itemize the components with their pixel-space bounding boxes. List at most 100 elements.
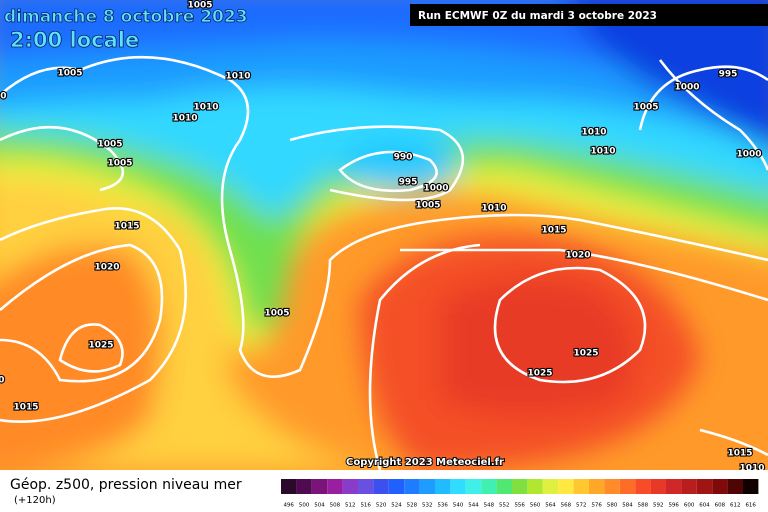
copyright: Copyright 2023 Meteociel.fr [346,457,504,468]
scale-label: 508 [330,503,341,509]
scale-label: 520 [376,503,387,509]
isobar-label: 1005 [57,69,82,79]
scale-swatch [542,479,559,494]
footer-label: Géop. z500, pression niveau mer [10,477,242,493]
isobar-label: 995 [399,178,418,188]
isobar-label: 1005 [415,201,440,211]
scale-label: 596 [668,503,679,509]
scale-label: 524 [391,503,402,509]
isobar-label: 1025 [573,349,598,359]
map-time: 2:00 locale [10,28,139,52]
scale-swatch [373,479,389,494]
scale-label: 500 [299,503,310,509]
isobar-label: 1015 [114,222,139,232]
scale-label: 564 [545,503,556,509]
isobar-label: 1010 [172,114,197,124]
scale-label: 516 [360,503,371,509]
scale-swatch [281,479,297,494]
scale-label: 572 [576,503,587,509]
scale-label: 608 [715,503,726,509]
scale-swatch [727,479,743,494]
scale-label: 604 [699,503,710,509]
scale-label: 540 [453,503,464,509]
scale-label: 544 [468,503,479,509]
isobar-label: 1010 [193,103,218,113]
isobar-label: 990 [394,153,413,163]
isobar-label: 1025 [88,341,113,351]
scale-label: 560 [530,503,541,509]
scale-label: 504 [314,503,325,509]
isobar-label: 1005 [187,1,212,11]
isobar-label: 1015 [13,403,38,413]
scale-label: 548 [484,503,495,509]
isobar-label: 1020 [94,263,119,273]
isobar-label: 1015 [727,449,752,459]
scale-label: 592 [653,503,664,509]
isobar-label: 1010 [0,376,5,386]
isobar-label: 1000 [736,150,761,160]
isobar-label: 1025 [527,369,552,379]
geopotential-field [0,0,768,470]
isobar-label: 1010 [481,204,506,214]
isobar-label: 1010 [581,128,606,138]
isobar-label: 1005 [97,140,122,150]
scale-swatch [358,479,374,494]
isobar-label: 1000 [423,184,448,194]
scale-swatch [573,479,589,494]
scale-swatch [404,479,420,494]
isobar-label: 1005 [633,103,658,113]
scale-swatch [696,479,713,494]
scale-label: 612 [730,503,741,509]
run-info: Run ECMWF 0Z du mardi 3 octobre 2023 [418,10,657,22]
scale-swatch [419,479,435,494]
scale-label: 552 [499,503,510,509]
scale-label: 536 [437,503,448,509]
scale-swatch [327,479,343,494]
scale-swatch [558,479,574,494]
scale-swatch [743,479,759,494]
scale-swatch [296,479,312,494]
scale-swatch [496,479,512,494]
scale-swatch [635,479,651,494]
isobar-label: 1005 [264,309,289,319]
map-title: dimanche 8 octobre 2023 [4,7,248,27]
scale-swatch [681,479,697,494]
isobar-label: 995 [719,70,738,80]
scale-label: 568 [561,503,572,509]
footer-lead: (+120h) [14,495,56,506]
scale-swatch [388,479,405,494]
scale-swatch [650,479,666,494]
scale-label: 588 [638,503,649,509]
color-scale: 496 500 504 508 512 516 520 524 528 532 536 540 544 5… [281,479,759,509]
scale-label: 496 [283,503,294,509]
scale-label: 600 [684,503,695,509]
scale-label: 616 [745,503,756,509]
scale-swatch [465,479,482,494]
scale-label: 512 [345,503,356,509]
scale-swatch [527,479,543,494]
scale-swatch [342,479,358,494]
scale-label: 576 [591,503,602,509]
isobars [0,55,768,471]
scale-label: 532 [422,503,433,509]
scale-label: 528 [407,503,418,509]
scale-swatch [481,479,497,494]
scale-swatch [435,479,451,494]
scale-label: 556 [514,503,525,509]
isobar-label: 1010 [590,147,615,157]
run-banner [410,4,768,26]
scale-swatch [450,479,466,494]
scale-swatch [512,479,528,494]
isobar-label: 1005 [107,159,132,169]
scale-swatch [604,479,620,494]
scale-swatch [311,479,328,494]
isobar-label: 1000 [0,92,7,102]
isobar-label: 1000 [674,83,699,93]
isobar-label: 1015 [541,226,566,236]
isobar-label: 1010 [225,72,250,82]
isobar-labels: 1005100510101000101010101005100599099510… [0,0,766,475]
scale-swatch [619,479,636,494]
scale-label: 580 [607,503,618,509]
